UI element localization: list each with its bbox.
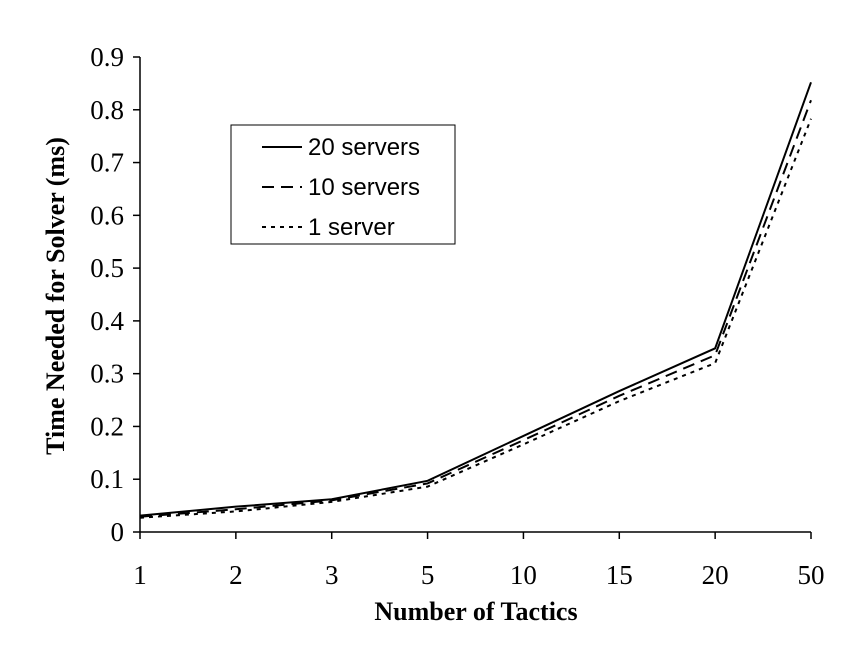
legend-label: 20 servers [308,134,420,161]
legend-label: 1 server [308,214,395,241]
y-tick-label: 0.3 [90,359,124,389]
y-tick-label: 0.4 [90,306,124,336]
y-tick-label: 0 [111,517,125,547]
x-tick-label: 20 [702,560,729,590]
y-tick-label: 0.6 [90,200,124,230]
y-tick-label: 0.2 [90,411,124,441]
x-tick-label: 5 [421,560,435,590]
x-tick-label: 10 [510,560,537,590]
x-tick-label: 50 [798,560,825,590]
y-tick-label: 0.9 [90,42,124,72]
y-tick-label: 0.5 [90,253,124,283]
legend: 20 servers 10 servers 1 server [230,124,456,245]
x-tick-label: 2 [229,560,243,590]
y-tick-label: 0.7 [90,148,124,178]
legend-label: 10 servers [308,174,420,201]
legend-box [230,124,456,245]
y-tick-label: 0.8 [90,95,124,125]
x-tick-label: 1 [133,560,147,590]
series-line-20-servers [139,81,812,517]
x-tick-label: 15 [606,560,633,590]
y-axis-title: Time Needed for Solver (ms) [41,137,70,455]
x-axis-title: Number of Tactics [374,597,577,626]
series-line-1-server [139,118,812,519]
series-line-10-servers [139,99,812,518]
x-tick-label: 3 [325,560,339,590]
y-tick-label: 0.1 [90,464,124,494]
